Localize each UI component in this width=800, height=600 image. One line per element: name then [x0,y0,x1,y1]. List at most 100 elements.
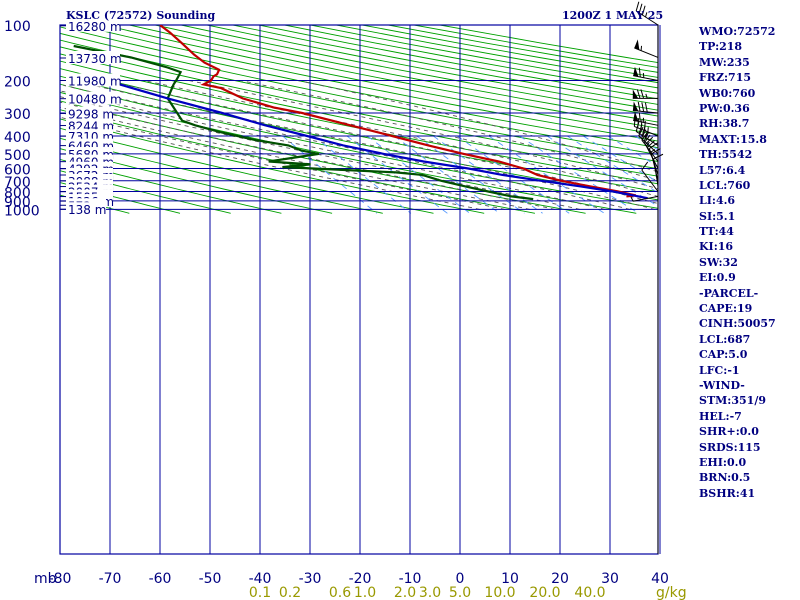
dry-adiabat [60,60,658,185]
temperature-tick-label: -80 [49,571,72,587]
wind-barb-staff [633,195,659,202]
height-label-background [66,118,113,132]
parameter-item: EHI:0.0 [699,455,747,469]
temperature-tick-label: -10 [399,571,422,587]
temperature-tick-label: -70 [99,571,122,587]
wind-pennant [634,39,640,50]
wind-full-barb [641,129,647,139]
mixing-ratio-label: 10.0 [484,585,515,600]
wind-barb [633,66,659,81]
temperature-tick-label: -30 [299,571,322,587]
parameter-item: CINH:50057 [699,317,776,331]
parameter-item: SHR+:0.0 [699,425,759,439]
dry-adiabat [60,137,383,214]
parameter-item: -PARCEL- [699,286,759,300]
parameter-item: SI:5.1 [699,209,736,223]
parameter-item: WB0:760 [699,86,756,100]
height-label-background [66,73,120,87]
pressure-tick-label: 600 [4,162,31,178]
wind-barb [632,101,659,114]
height-label-background [66,106,113,120]
pressure-tick-label: 800 [4,186,31,202]
wind-barb [630,195,659,202]
sounding-time: 1200Z 1 MAY 25 [562,9,664,22]
pressure-tick-label: 700 [4,175,31,191]
height-label: 11980 m [68,75,122,89]
wind-pennant [632,89,639,99]
dry-adiabat [207,25,658,111]
wind-full-barb [649,142,659,149]
wind-full-barb [638,123,643,134]
wind-full-barb [638,3,643,14]
mixing-ratio-line [583,135,658,183]
mixing-ratio-line [457,135,570,214]
wind-barb-staff [641,169,659,192]
mixing-ratio-line [394,135,500,214]
mixing-ratio-line [488,135,605,214]
wind-full-barb [638,126,644,137]
wind-full-barb [645,136,654,145]
parameter-item: CAP:5.0 [699,348,748,362]
wind-half-barb [646,141,650,147]
wind-barb [634,39,659,58]
wind-full-barb [636,89,641,99]
wind-barb-staff [635,10,659,26]
parameter-item: TH:5542 [699,148,753,162]
mixing-ratio-label: 3.0 [419,585,441,600]
wind-full-barb [635,1,640,12]
mixing-ratio-label: 5.0 [449,585,471,600]
sounding-profiles [73,25,648,201]
mixing-ratio-unit: g/kg [656,585,687,600]
mixing-ratio-line [346,135,448,214]
height-label: 10480 m [68,93,122,107]
height-label-background [66,18,120,32]
height-label-background [66,91,120,105]
wind-barb [653,153,664,187]
parameter-item: HEL:-7 [699,409,742,423]
wind-full-barb [641,5,646,16]
mixing-ratio-line [546,135,658,207]
parameter-item: STM:351/9 [699,394,766,408]
dry-adiabat [103,25,658,135]
height-label: 9298 m [68,107,114,121]
parameter-item: KI:16 [699,240,734,254]
temperature-tick-label: 20 [551,571,569,587]
dry-adiabat [60,118,485,214]
mixing-ratio-label: 40.0 [574,585,605,600]
wind-barb-staff [653,158,659,187]
wind-pennant [633,66,639,77]
temperature-tick-label: 0 [456,571,465,587]
wind-full-barb [638,112,641,122]
sounding-parameters: WMO:72572 TP:218 MW:235 FRZ:715 WB0:760 PW:0.… [699,24,799,501]
parameter-item: RH:38.7 [699,117,750,131]
wind-barbs [630,1,664,554]
wind-full-barb [638,67,641,78]
wind-barb [632,89,658,99]
parameter-item: TP:218 [699,40,743,54]
temperature-tick-label: 30 [601,571,619,587]
parameter-item: LCL:760 [699,178,751,192]
parameter-item: SW:32 [699,255,738,269]
wind-full-barb [653,153,664,160]
mixing-ratio-label: 1.0 [354,585,376,600]
parameter-item: BRN:0.5 [699,471,751,485]
wind-half-barb [645,12,648,18]
parameter-item: EI:0.9 [699,271,736,285]
parameter-item: CAPE:19 [699,302,753,316]
dry-adiabat [60,32,658,155]
wind-full-barb [641,125,646,136]
wind-full-barb [643,131,650,142]
dry-adiabat [60,39,658,162]
wind-full-barb [640,89,645,99]
wind-full-barb [633,116,636,127]
wind-barb [641,161,659,192]
pressure-tick-label: 900 [4,195,31,211]
height-label: 138 m [68,203,106,217]
wind-barb [638,126,659,155]
dry-adiabat [60,182,181,214]
wind-full-barb [646,140,655,149]
pressure-tick-label: 100 [4,19,31,35]
dry-adiabat [60,148,333,214]
